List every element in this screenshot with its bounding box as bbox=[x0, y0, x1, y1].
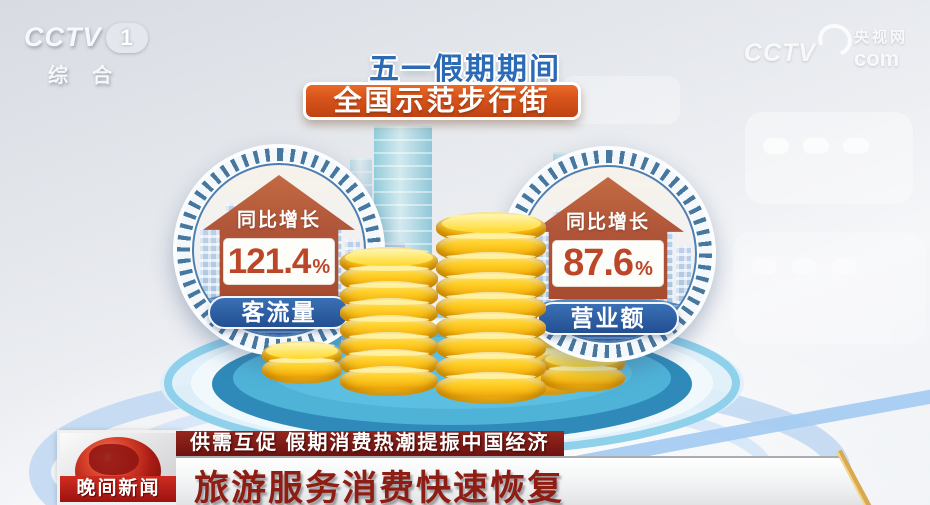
ticker-topline: 供需互促 假期消费热潮提振中国经济 bbox=[176, 431, 564, 456]
ticker-headline-bar: 旅游服务消费快速恢复 bbox=[176, 456, 869, 505]
coin-stack bbox=[436, 212, 546, 404]
watermark-domain: com bbox=[853, 46, 900, 71]
panel-dots bbox=[763, 138, 869, 154]
growth-value: 87.6 bbox=[563, 242, 634, 284]
stat-label-pill: 营业额 bbox=[537, 302, 679, 335]
ticker-headline: 旅游服务消费快速恢复 bbox=[194, 469, 565, 505]
program-logo-box: 晚间新闻 bbox=[57, 430, 180, 505]
wall-panel bbox=[562, 76, 680, 124]
growth-value-box: 121.4 % bbox=[223, 238, 335, 285]
growth-unit: % bbox=[635, 258, 653, 280]
period-title: 五一假期期间 bbox=[369, 53, 561, 86]
coin-stack bbox=[262, 341, 342, 384]
stat-badge-revenue: 同比增长 87.6 % 营业额 bbox=[500, 146, 716, 362]
growth-unit: % bbox=[312, 256, 331, 278]
building-silhouette bbox=[676, 245, 691, 305]
coin-stack bbox=[340, 247, 438, 396]
growth-value-box: 87.6 % bbox=[552, 240, 664, 287]
growth-value: 121.4 bbox=[227, 241, 312, 281]
panel-dots bbox=[751, 258, 857, 274]
wall-panel bbox=[733, 232, 925, 344]
site-watermark: CCTV 央视网 com bbox=[743, 18, 908, 71]
watermark-site-name: 央视网 bbox=[853, 29, 908, 46]
cctv-logo-text: CCTV bbox=[24, 22, 102, 52]
watermark-brand-text: CCTV bbox=[743, 39, 816, 67]
wall-panel bbox=[745, 112, 913, 204]
growth-label: 同比增长 bbox=[565, 212, 650, 233]
channel-name: 综合 bbox=[48, 65, 136, 87]
stat-label-pill: 客流量 bbox=[208, 296, 350, 329]
stat-badge-passenger-flow: 同比增长 121.4 % 客流量 bbox=[173, 144, 385, 356]
growth-label: 同比增长 bbox=[236, 210, 321, 231]
channel-bug: CCTV 1 综合 bbox=[24, 22, 148, 88]
subject-title-banner: 全国示范步行街 bbox=[303, 82, 581, 120]
program-name: 晚间新闻 bbox=[60, 476, 177, 502]
channel-number-badge: 1 bbox=[105, 22, 148, 53]
